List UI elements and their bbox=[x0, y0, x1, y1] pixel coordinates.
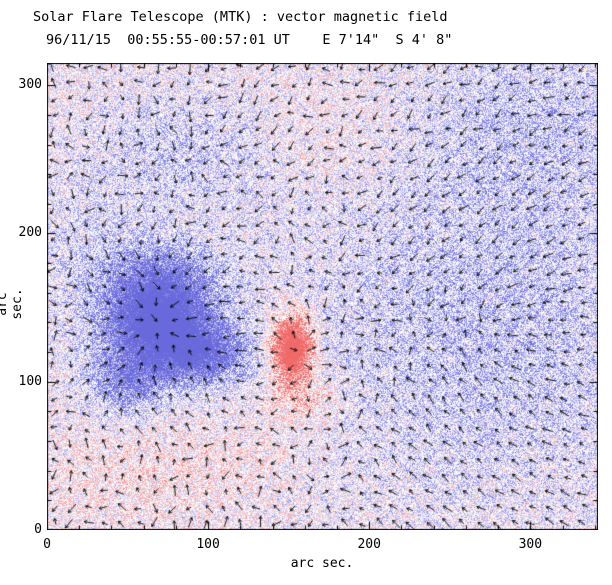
y-tick-label: 300 bbox=[18, 77, 42, 93]
x-tick-label: 0 bbox=[43, 537, 51, 552]
y-axis-label: arc sec. bbox=[0, 288, 25, 320]
y-tick-label: 100 bbox=[18, 373, 42, 389]
x-tick-label: 300 bbox=[518, 537, 543, 552]
x-tick-label: 100 bbox=[196, 537, 220, 552]
x-axis-label: arc sec. bbox=[290, 556, 354, 571]
y-tick-label: 200 bbox=[18, 225, 42, 241]
chart-title: Solar Flare Telescope (MTK) : vector mag… bbox=[33, 9, 448, 25]
x-tick-label: 200 bbox=[357, 537, 381, 552]
magnetogram-canvas bbox=[47, 63, 598, 530]
y-tick-label: 0 bbox=[34, 522, 42, 537]
chart-subtitle: 96/11/15 00:55:55-00:57:01 UT E 7'14" S … bbox=[46, 32, 453, 48]
